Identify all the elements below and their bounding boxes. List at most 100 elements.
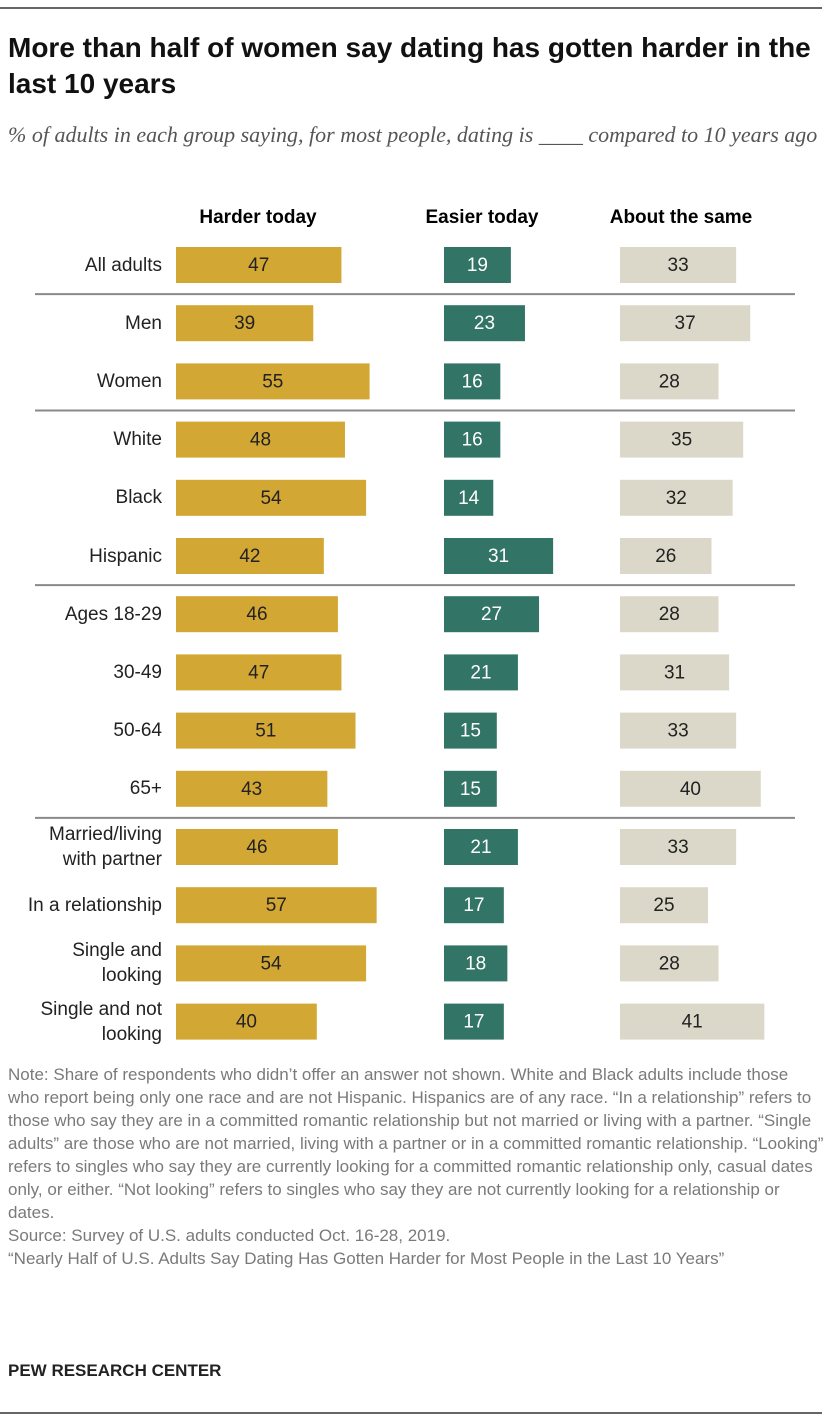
credit: PEW RESEARCH CENTER [8,1361,222,1380]
data-label: 31 [664,662,685,683]
bar [620,305,751,342]
bar [176,1003,317,1040]
note: Note: Share of respondents who didn’t of… [8,1065,824,1222]
source: Source: Survey of U.S. adults conducted … [8,1226,451,1245]
bar [444,247,511,283]
category-label: Women [96,370,162,392]
data-label: 31 [488,546,509,567]
data-label: 17 [463,895,484,916]
bar [620,363,719,400]
bar [620,1003,765,1040]
data-label: 47 [248,662,269,683]
data-label: 41 [682,1012,703,1033]
bar [176,596,338,633]
bar [620,247,737,283]
bar [620,770,761,807]
data-label: 51 [255,721,276,742]
data-label: 43 [241,779,262,800]
chart-subtitle: % of adults in each group saying, for mo… [8,122,818,147]
data-label: 28 [659,371,680,392]
category-label: White [113,429,162,451]
data-label: 21 [470,837,491,858]
category-label: Single and not looking [40,998,163,1045]
bar [444,1003,504,1040]
category-label: Men [125,312,162,334]
data-label: 23 [474,313,495,334]
bar [176,363,370,400]
data-label: 54 [260,488,282,509]
category-label: 65+ [129,778,162,800]
bar [176,305,314,342]
bar [444,596,540,633]
data-label: 37 [675,313,696,334]
data-label: 27 [481,604,502,625]
data-label: 54 [260,953,282,974]
data-label: 21 [470,662,491,683]
category-label: Hispanic [89,545,162,567]
category-label: All adults [84,254,162,276]
data-label: 57 [266,895,287,916]
data-label: 46 [246,837,267,858]
data-label: 33 [668,721,689,742]
bar [176,247,342,283]
data-label: 42 [239,546,260,567]
bar [176,654,342,691]
bar [444,712,497,749]
data-label: 40 [236,1012,257,1033]
notes: Note: Share of respondents who didn’t of… [8,1063,824,1270]
legend-label: Harder today [199,207,317,228]
data-label: 15 [460,721,481,742]
bar [444,887,504,924]
data-label: 28 [659,953,680,974]
category-label: Married/living with partner [49,824,162,870]
data-label: 18 [465,953,486,974]
bar [620,945,719,982]
bar [444,421,501,458]
bar [444,654,518,691]
data-label: 26 [655,546,676,567]
bar [444,363,501,400]
data-label: 32 [666,488,687,509]
data-label: 15 [460,779,481,800]
bar [444,945,508,982]
bar [176,770,328,807]
data-label: 35 [671,430,692,451]
data-label: 17 [463,1012,484,1033]
legend-label: Easier today [426,207,539,228]
data-label: 55 [262,371,283,392]
bar [620,829,737,865]
category-label: 30-49 [113,661,162,683]
bar [620,538,712,574]
bar [176,538,324,574]
data-label: 25 [653,895,674,916]
bar [444,538,554,574]
bar [176,829,338,865]
data-label: 46 [246,604,267,625]
bar [176,421,345,458]
bar [620,887,708,924]
category-label: Black [115,487,162,509]
report-title: “Nearly Half of U.S. Adults Say Dating H… [8,1249,725,1268]
data-label: 47 [248,255,269,276]
bar [620,654,730,691]
bar [444,770,497,807]
bar [620,712,737,749]
legend-label: About the same [610,207,753,228]
bar [176,887,377,924]
chart-title: More than half of women say dating has g… [8,32,811,99]
bar [444,305,525,342]
category-label: 50-64 [113,720,162,742]
data-label: 16 [462,371,483,392]
data-label: 19 [467,255,488,276]
bar [444,829,518,865]
bar [620,596,719,633]
data-label: 40 [680,779,701,800]
bar [620,421,744,458]
category-label: In a relationship [27,894,162,916]
data-label: 33 [668,837,689,858]
data-label: 48 [250,430,271,451]
data-label: 33 [668,255,689,276]
category-label: Single and looking [72,940,162,987]
